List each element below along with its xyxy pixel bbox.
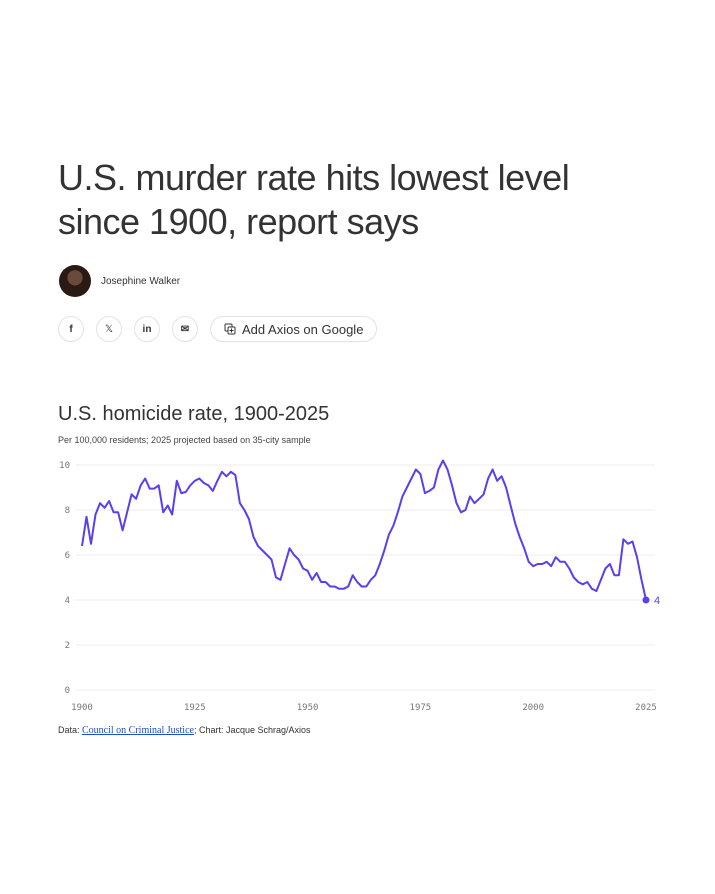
email-icon: ✉ — [180, 323, 190, 335]
email-share-button[interactable]: ✉ — [172, 316, 198, 342]
y-tick-label: 10 — [59, 461, 70, 471]
facebook-share-button[interactable]: f — [58, 316, 84, 342]
byline: Josephine Walker — [59, 265, 180, 297]
x-tick-label: 1900 — [71, 703, 93, 713]
chart-subtitle: Per 100,000 residents; 2025 projected ba… — [58, 435, 311, 445]
end-value-label: 4 — [654, 595, 660, 607]
homicide-rate-line — [81, 459, 647, 601]
x-tick-label: 1925 — [184, 703, 206, 713]
y-tick-label: 6 — [65, 551, 70, 561]
x-tick-label: 1950 — [297, 703, 319, 713]
y-tick-label: 0 — [65, 686, 70, 696]
line-chart: 0 2 4 6 8 10 1900 1925 1950 1975 2000 2025 4 — [59, 459, 660, 713]
author-name[interactable]: Josephine Walker — [101, 275, 181, 287]
add-axios-google-label: Add Axios on Google — [242, 321, 364, 337]
author-avatar[interactable] — [59, 265, 91, 297]
end-point-marker — [642, 596, 650, 604]
x-share-button[interactable]: 𝕏 — [96, 316, 122, 342]
source-suffix: ; Chart: Jacque Schrag/Axios — [193, 725, 311, 735]
y-tick-label: 2 — [65, 641, 70, 651]
x-tick-label: 2025 — [635, 703, 657, 713]
chart-title: U.S. homicide rate, 1900-2025 — [58, 403, 330, 425]
source-prefix: Data: — [58, 725, 83, 735]
chart-source: Data: Council on Criminal Justice; Chart… — [58, 725, 311, 736]
linkedin-share-button[interactable]: in — [134, 316, 160, 342]
x-tick-label: 2000 — [522, 703, 544, 713]
headline: U.S. murder rate hits lowest level since… — [58, 157, 570, 242]
source-link[interactable]: Council on Criminal Justice — [82, 725, 194, 736]
add-source-icon — [224, 323, 236, 335]
linkedin-icon: in — [142, 323, 152, 335]
y-tick-label: 4 — [65, 596, 70, 606]
x-icon: 𝕏 — [104, 323, 114, 335]
add-axios-google-button[interactable]: Add Axios on Google — [210, 316, 378, 342]
facebook-icon: f — [69, 323, 73, 335]
x-tick-label: 1975 — [410, 703, 432, 713]
share-bar: f 𝕏 in ✉ Add Axios on Google — [58, 316, 378, 342]
y-tick-label: 8 — [65, 506, 70, 516]
